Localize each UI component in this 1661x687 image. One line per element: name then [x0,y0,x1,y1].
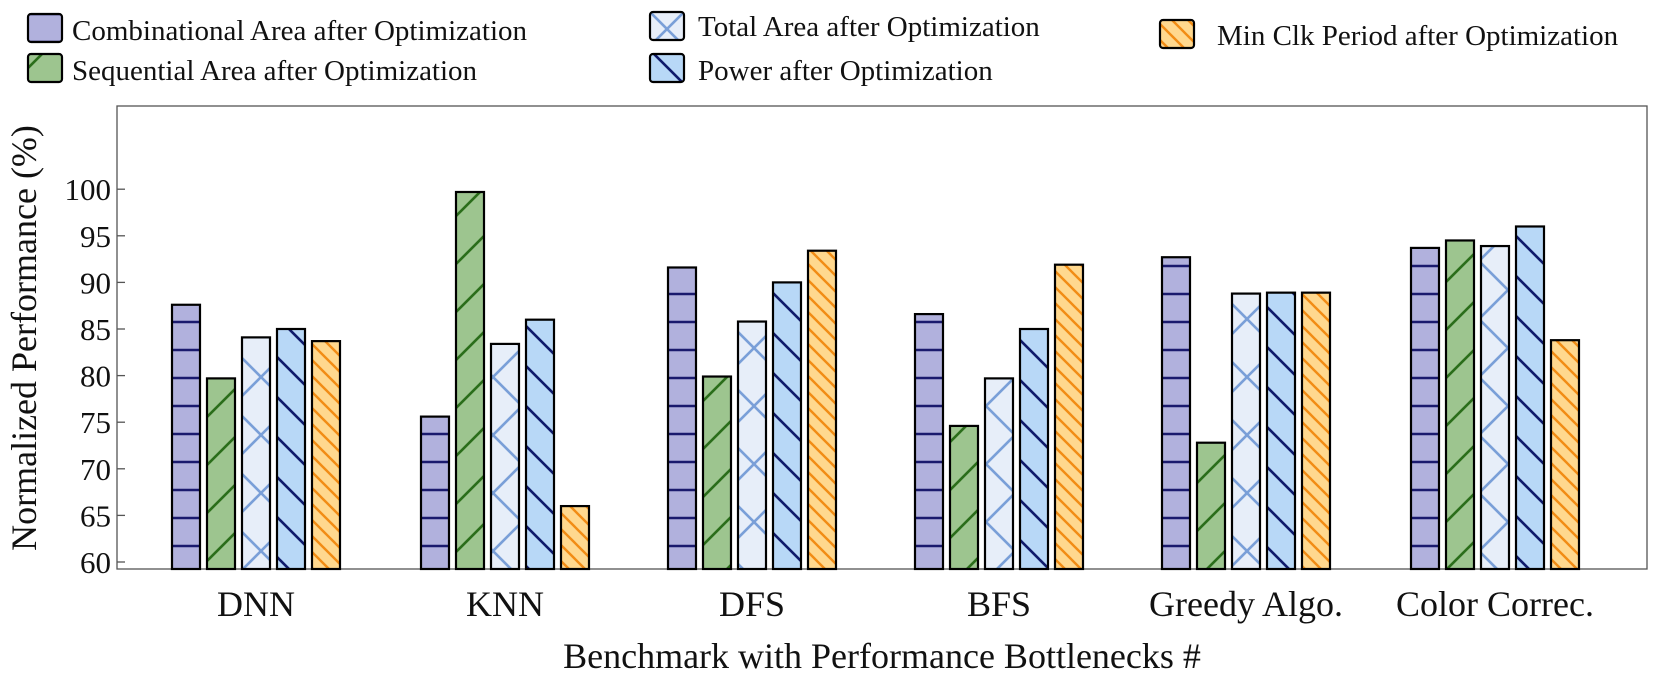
legend-label-1: Combinational Area after Optimization [72,15,528,47]
legend: Combinational Area after Optimization Seq… [26,10,1619,87]
x-tick-label: DNN [217,584,295,624]
bar-greedy-algo-series-5 [1300,291,1332,571]
legend-label-4: Power after Optimization [698,55,993,87]
x-tick-label: DFS [719,584,785,624]
bar-dnn-series-5 [310,340,342,571]
x-axis-title: Benchmark with Performance Bottlenecks # [563,636,1201,676]
legend-swatch-1 [26,12,64,44]
bar-bfs-series-5 [1053,263,1085,571]
y-tick-label: 100 [65,172,112,207]
bar-dfs-series-5 [806,249,838,571]
bar-color-correc-series-4 [1514,225,1546,571]
bar-dnn-series-3 [240,336,272,571]
bar-greedy-algo-series-1 [1160,256,1192,571]
legend-label-3: Total Area after Optimization [698,11,1040,43]
bar-dnn-series-1 [170,303,202,571]
x-tick-label: BFS [967,584,1031,624]
x-tick-label: KNN [466,584,544,624]
legend-swatch-4 [648,52,686,84]
bar-dfs-series-1 [666,266,698,571]
bar-bfs-series-4 [1018,327,1050,571]
bars [170,190,1581,571]
bar-knn-series-5 [559,504,591,571]
bar-knn-series-2 [454,190,486,571]
bar-color-correc-series-5 [1549,339,1581,571]
y-axis-title: Normalized Performance (%) [4,125,44,551]
x-tick-label: Color Correc. [1396,584,1594,624]
legend-swatch-3 [648,10,686,42]
bar-bfs-series-1 [913,312,945,571]
plot-area [116,105,1648,570]
bar-dfs-series-2 [701,375,733,571]
legend-label-5: Min Clk Period after Optimization [1217,20,1619,52]
bar-greedy-algo-series-3 [1230,292,1262,571]
y-tick-label: 65 [80,498,111,533]
bar-bfs-series-2 [948,424,980,571]
bar-color-correc-series-2 [1444,239,1476,571]
bar-dfs-series-3 [736,320,768,571]
y-tick-label: 75 [80,405,111,440]
bar-color-correc-series-1 [1409,246,1441,571]
bar-knn-series-4 [524,318,556,571]
y-tick-label: 60 [80,545,111,580]
y-axis: 60 65 70 75 80 85 90 95 100 [65,172,125,580]
bar-knn-series-3 [489,342,521,571]
legend-swatch-2 [26,52,64,84]
bar-greedy-algo-series-2 [1195,441,1227,571]
bar-greedy-algo-series-4 [1265,291,1297,571]
bar-dnn-series-2 [205,377,237,571]
bar-knn-series-1 [419,415,451,571]
legend-swatch-5 [1158,18,1196,50]
bar-dfs-series-4 [771,281,803,571]
bar-dnn-series-4 [275,327,307,571]
y-tick-label: 90 [80,265,111,300]
bar-bfs-series-3 [983,377,1015,571]
bar-color-correc-series-3 [1479,244,1511,571]
x-axis: DNN KNN DFS BFS Greedy Algo. Color Correc. [217,584,1594,624]
y-tick-label: 95 [80,219,111,254]
y-tick-label: 85 [80,312,111,347]
legend-label-2: Sequential Area after Optimization [72,55,478,87]
y-tick-label: 70 [80,452,111,487]
x-tick-label: Greedy Algo. [1149,584,1343,624]
y-tick-label: 80 [80,359,111,394]
